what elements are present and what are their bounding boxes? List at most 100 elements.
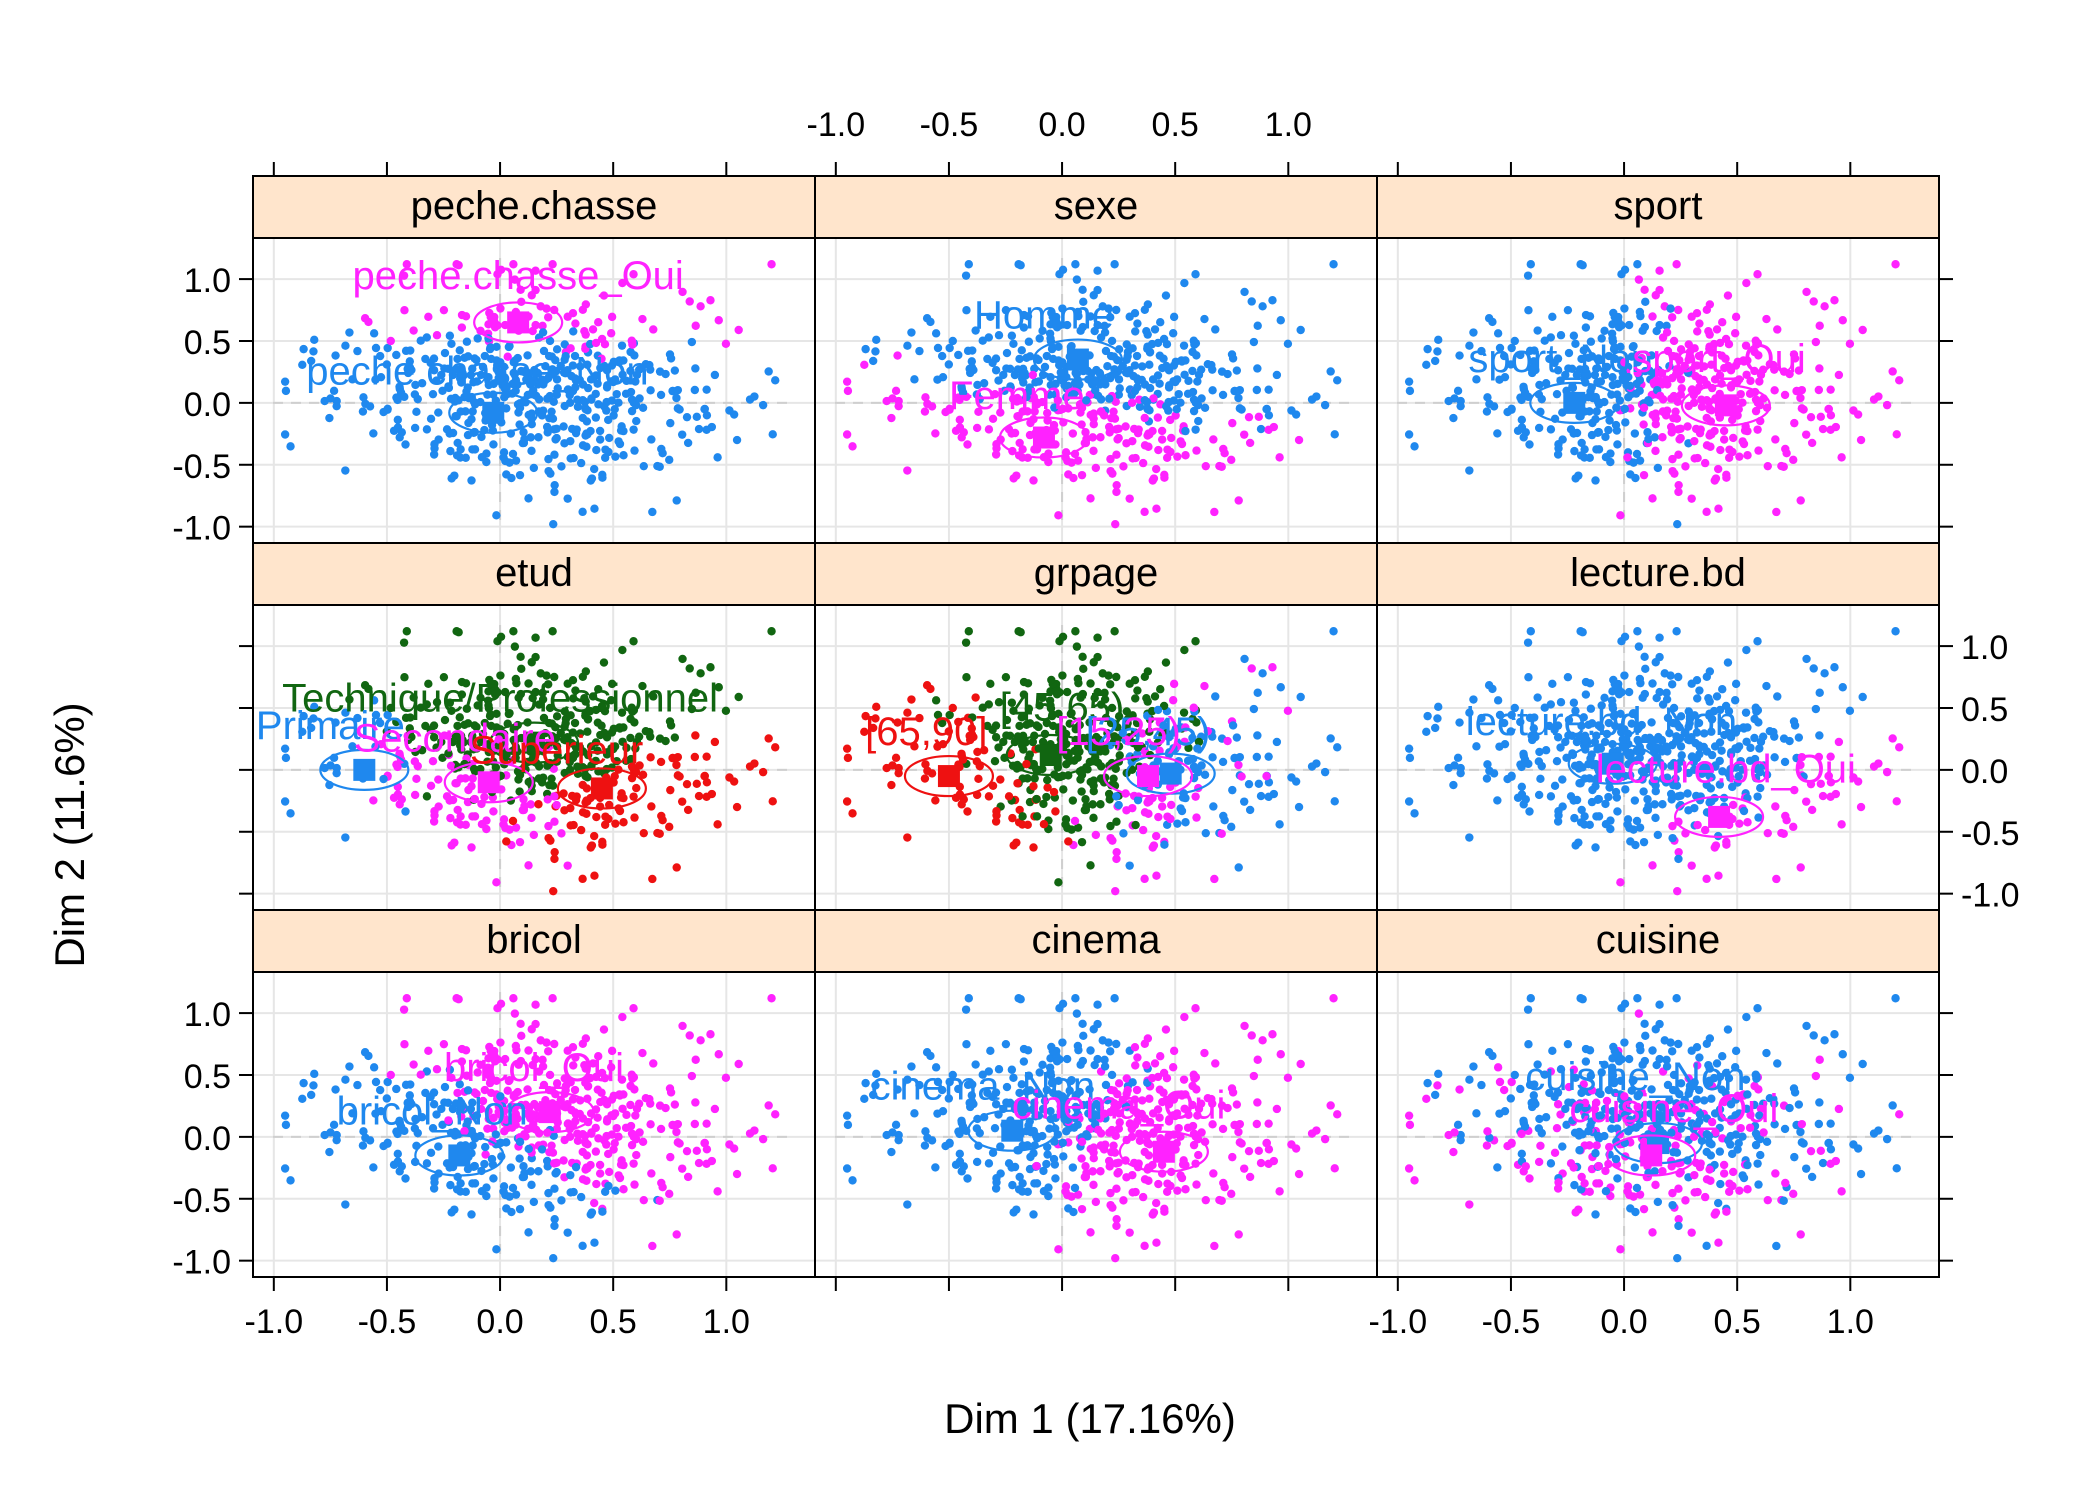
data-point — [764, 1101, 773, 1110]
data-point — [402, 260, 411, 269]
data-point — [1181, 426, 1190, 436]
data-point — [332, 768, 341, 778]
data-point — [1553, 366, 1563, 375]
data-point — [1648, 679, 1657, 688]
data-point — [1521, 428, 1530, 437]
data-point — [1211, 692, 1220, 701]
data-point — [632, 783, 641, 793]
data-point — [1533, 326, 1542, 335]
data-point — [1240, 1021, 1249, 1031]
data-point — [1239, 430, 1249, 439]
data-point — [1892, 797, 1901, 806]
data-point — [1556, 331, 1566, 340]
data-point — [524, 1228, 533, 1237]
data-point — [639, 461, 648, 471]
data-point — [1058, 358, 1067, 367]
data-point — [1702, 672, 1712, 681]
data-point — [894, 1135, 903, 1145]
data-point — [922, 314, 932, 323]
data-point — [1482, 774, 1492, 783]
data-point — [509, 260, 518, 269]
data-point — [1227, 455, 1236, 465]
data-point — [1239, 1164, 1249, 1173]
data-point — [648, 1241, 657, 1251]
data-point — [446, 1180, 455, 1190]
data-point — [457, 323, 467, 332]
data-point — [627, 336, 636, 345]
data-point — [563, 1228, 572, 1237]
data-point — [941, 407, 950, 417]
data-point — [1072, 642, 1082, 651]
data-point — [578, 1241, 587, 1251]
data-point — [1736, 389, 1745, 399]
data-point — [1630, 429, 1640, 438]
data-point — [1455, 718, 1464, 727]
data-point — [1741, 708, 1751, 717]
data-point — [477, 820, 487, 829]
data-point — [1203, 359, 1213, 369]
data-point — [1742, 370, 1751, 379]
data-point — [1070, 1183, 1080, 1193]
data-point — [1287, 773, 1296, 782]
data-point — [903, 1200, 912, 1209]
data-point — [1096, 1167, 1105, 1176]
data-point — [1054, 342, 1063, 352]
data-point — [1762, 681, 1771, 691]
data-point — [1673, 886, 1682, 896]
data-point — [691, 364, 700, 373]
data-point — [771, 743, 780, 752]
data-point — [638, 403, 648, 412]
data-point — [434, 775, 443, 784]
data-point — [578, 305, 588, 314]
data-point — [1434, 1069, 1443, 1079]
data-point — [1054, 878, 1063, 887]
data-point — [1643, 396, 1653, 405]
data-point — [1294, 802, 1304, 812]
data-point — [1032, 794, 1041, 804]
data-point — [1235, 752, 1245, 762]
data-point — [383, 343, 392, 353]
data-point — [1625, 381, 1635, 391]
data-point — [548, 627, 557, 636]
data-point — [972, 1157, 982, 1167]
data-point — [630, 446, 639, 455]
data-point — [1016, 628, 1025, 637]
data-point — [1731, 1046, 1741, 1056]
data-point — [1704, 326, 1713, 336]
data-point — [1112, 450, 1121, 459]
data-point — [945, 343, 954, 353]
data-point — [888, 1128, 897, 1137]
data-point — [1125, 861, 1134, 870]
data-point — [768, 430, 777, 439]
data-point — [1217, 829, 1226, 838]
data-point — [842, 744, 852, 753]
data-point — [666, 721, 676, 730]
data-point — [1655, 652, 1664, 662]
data-point — [539, 346, 549, 356]
data-point — [1191, 1004, 1200, 1013]
data-point — [1762, 1048, 1771, 1058]
data-point — [1159, 354, 1168, 363]
data-point — [1237, 772, 1246, 781]
data-point — [504, 342, 514, 352]
data-point — [1499, 351, 1509, 361]
data-point — [1130, 676, 1140, 685]
data-point — [1750, 366, 1759, 376]
data-point — [1600, 326, 1609, 336]
data-point — [1188, 366, 1197, 376]
data-point — [1634, 642, 1644, 651]
data-point — [1585, 679, 1595, 688]
data-point — [1667, 680, 1677, 689]
data-point — [1287, 1140, 1296, 1149]
data-point — [1089, 446, 1098, 456]
data-point — [1546, 425, 1556, 434]
data-point — [571, 376, 581, 385]
data-point — [972, 390, 982, 399]
data-point — [1807, 438, 1817, 448]
data-point — [1629, 458, 1638, 467]
data-point — [955, 1149, 965, 1159]
data-point — [1181, 451, 1190, 460]
data-point — [991, 366, 1001, 375]
data-point — [1232, 1100, 1242, 1109]
data-point — [612, 389, 621, 399]
